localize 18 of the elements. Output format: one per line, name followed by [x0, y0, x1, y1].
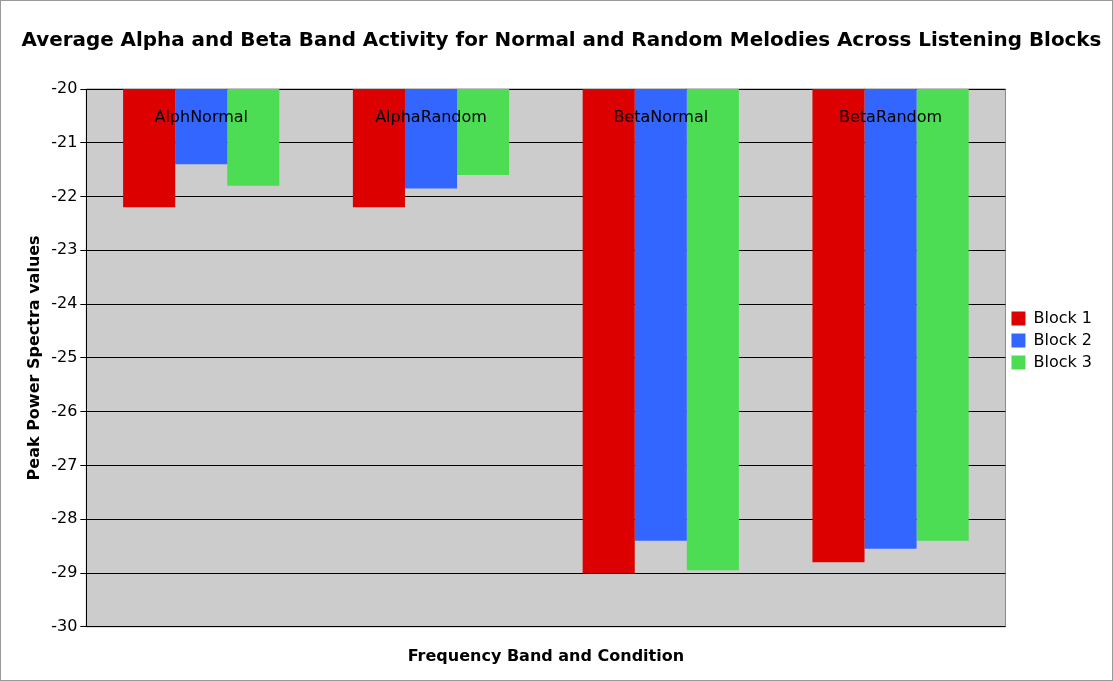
y-tick-label: -25: [51, 347, 78, 367]
legend-label: Block 2: [1033, 329, 1093, 349]
legend-label: Block 3: [1033, 351, 1093, 371]
x-axis-title: Frequency Band and Condition: [407, 645, 685, 665]
y-tick-label: -24: [51, 293, 78, 313]
y-axis-title: Peak Power Spectra values: [23, 235, 43, 481]
y-tick-label: -30: [51, 615, 78, 635]
x-tick-label: AlphaRandom: [375, 107, 487, 127]
y-tick-label: -28: [51, 508, 78, 528]
y-tick-label: -27: [51, 454, 78, 474]
y-tick-label: -23: [51, 239, 78, 259]
y-tick-label: -21: [51, 131, 78, 151]
chart-title: Average Alpha and Beta Band Activity for Normal and Random Melodies Across Listening Blocks: [21, 27, 1102, 52]
legend-label: Block 1: [1033, 307, 1093, 327]
y-tick-label: -29: [51, 562, 78, 582]
y-tick-label: -26: [51, 400, 78, 420]
y-tick-label: -20: [51, 78, 78, 98]
y-tick-label: -22: [51, 185, 78, 205]
